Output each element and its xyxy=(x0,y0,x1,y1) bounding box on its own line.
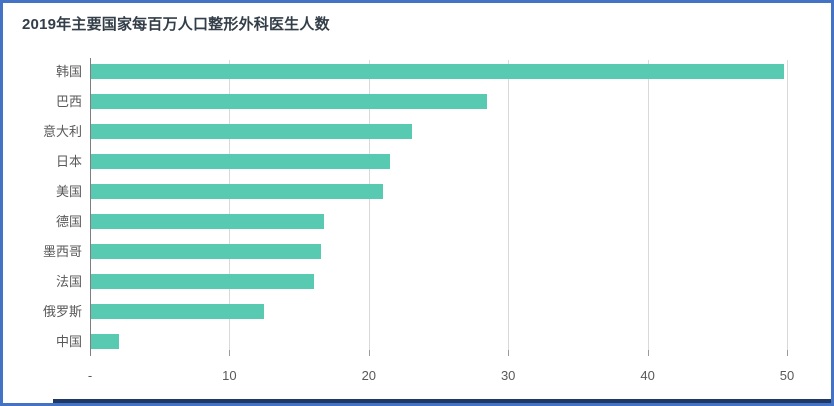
bottom-divider xyxy=(53,399,831,403)
bar-row xyxy=(90,304,787,319)
x-tick-label-50: 50 xyxy=(779,368,795,383)
x-tick-10 xyxy=(229,350,231,356)
bar-row xyxy=(90,334,787,349)
category-label-法国: 法国 xyxy=(55,274,82,289)
chart-title: 2019年主要国家每百万人口整形外科医生人数 xyxy=(22,16,330,33)
category-label-韩国: 韩国 xyxy=(55,64,82,79)
bar-row xyxy=(90,184,787,199)
gridline-30 xyxy=(508,60,510,350)
bar-row xyxy=(90,124,787,139)
x-axis-labels: - 10 20 30 40 50 xyxy=(87,368,794,386)
bar-中国 xyxy=(90,334,120,349)
bar-美国 xyxy=(90,184,383,199)
x-tick-label-0: - xyxy=(87,368,93,383)
bar-德国 xyxy=(90,214,325,229)
category-label-中国: 中国 xyxy=(55,334,82,349)
bar-法国 xyxy=(90,274,315,289)
bar-row xyxy=(90,244,787,259)
bar-意大利 xyxy=(90,124,412,139)
gridline-20 xyxy=(368,60,370,350)
category-label-美国: 美国 xyxy=(55,184,82,199)
gridline-40 xyxy=(647,60,649,350)
bar-row xyxy=(90,154,787,169)
category-label-俄罗斯: 俄罗斯 xyxy=(42,304,82,319)
category-label-墨西哥: 墨西哥 xyxy=(42,244,82,259)
gridline-10 xyxy=(229,60,231,350)
x-tick-label-40: 40 xyxy=(640,368,655,383)
bar-巴西 xyxy=(90,94,488,109)
bar-row xyxy=(90,274,787,289)
x-tick-label-10: 10 xyxy=(222,368,237,383)
bar-row xyxy=(90,214,787,229)
x-tick-50 xyxy=(787,350,788,356)
plot-area xyxy=(90,58,788,356)
x-tick-40 xyxy=(647,350,649,356)
x-tick-30 xyxy=(508,350,510,356)
gridline-50 xyxy=(787,60,788,350)
category-label-意大利: 意大利 xyxy=(42,124,82,139)
y-axis-line xyxy=(90,58,91,356)
bar-俄罗斯 xyxy=(90,304,265,319)
bar-墨西哥 xyxy=(90,244,322,259)
bar-row xyxy=(90,94,787,109)
category-label-巴西: 巴西 xyxy=(55,94,82,109)
bar-row xyxy=(90,64,787,79)
category-axis: 韩国巴西意大利日本美国德国墨西哥法国俄罗斯中国 xyxy=(3,60,82,356)
category-label-日本: 日本 xyxy=(55,154,82,169)
bar-韩国 xyxy=(90,64,785,79)
x-tick-20 xyxy=(368,350,370,356)
category-label-德国: 德国 xyxy=(55,214,82,229)
bar-日本 xyxy=(90,154,390,169)
x-tick-label-20: 20 xyxy=(361,368,377,383)
x-tick-label-30: 30 xyxy=(500,368,516,383)
